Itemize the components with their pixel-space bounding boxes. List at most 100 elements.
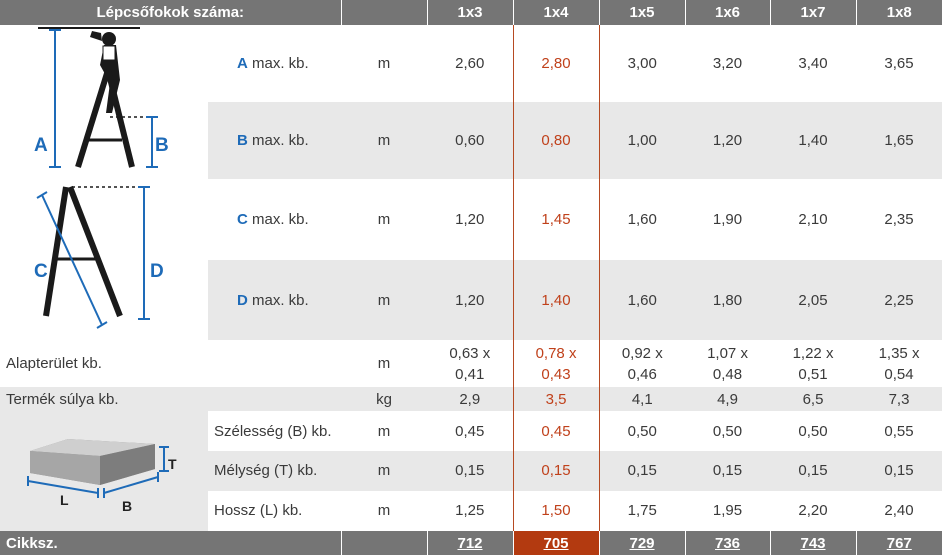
value-cell: 3,20 — [685, 25, 771, 102]
value-cell: 1,40 — [770, 102, 857, 179]
value-cell: 3,00 — [599, 25, 686, 102]
row-label: B max. kb. — [208, 102, 342, 179]
unit: m — [341, 102, 428, 179]
row-label: D max. kb. — [208, 260, 342, 340]
value-cell: 2,20 — [770, 490, 857, 531]
unit: m — [341, 25, 428, 102]
value-cell: 1,45 — [512, 179, 600, 260]
row-width: T L B Szélesség (B) kb. m 0,45 0,45 0,50… — [0, 411, 942, 531]
unit: m — [341, 451, 428, 491]
value-cell: 2,40 — [856, 490, 942, 531]
row-length: Hossz (L) kb. m 1,25 1,50 1,75 1,95 2,20… — [0, 490, 942, 531]
article-code-link[interactable]: 729 — [599, 531, 686, 555]
value-cell: 1,20 — [685, 102, 771, 179]
article-code-link[interactable]: 712 — [427, 531, 514, 555]
value-cell: 2,35 — [856, 179, 942, 260]
box-icon: T L B — [27, 439, 177, 514]
value-cell: 0,15 — [770, 451, 857, 491]
value-cell: 3,5 — [512, 387, 600, 411]
row-c: C D C max. kb. m 1,20 1,45 1,60 1,90 2,1… — [0, 179, 942, 340]
value-cell: 2,05 — [770, 260, 857, 340]
value-cell: 1,07 x 0,48 — [685, 340, 771, 387]
value-cell: 0,50 — [685, 411, 771, 452]
row-label: Mélység (T) kb. — [208, 451, 342, 491]
row-depth: Mélység (T) kb. m 0,15 0,15 0,15 0,15 0,… — [0, 451, 942, 491]
value-cell: 1,20 — [427, 179, 514, 260]
value-cell: 7,3 — [856, 387, 942, 411]
footer-row: Cikksz. 712 705 729 736 743 767 — [0, 531, 942, 555]
row-label: Termék súlya kb. — [0, 387, 342, 411]
article-number-label: Cikksz. — [0, 531, 342, 555]
value-cell: 1,95 — [685, 490, 771, 531]
value-cell: 1,35 x 0,54 — [856, 340, 942, 387]
row-label: Alapterület kb. — [0, 340, 342, 387]
label-a: A — [34, 135, 48, 156]
row-label: Szélesség (B) kb. — [208, 411, 342, 452]
row-a: A B A max. kb. m 2,60 2,80 3,00 3,20 — [0, 25, 942, 179]
article-code-link[interactable]: 736 — [685, 531, 771, 555]
unit: kg — [341, 387, 428, 411]
value-cell: 1,60 — [599, 179, 686, 260]
row-label: A max. kb. — [208, 25, 342, 102]
label-l: L — [60, 492, 69, 508]
value-cell: 1,60 — [599, 260, 686, 340]
row-b: B max. kb. m 0,60 0,80 1,00 1,20 1,40 1,… — [0, 102, 942, 179]
label-b: B — [155, 135, 169, 156]
value-cell: 2,9 — [427, 387, 514, 411]
value-cell: 1,25 — [427, 490, 514, 531]
unit: m — [341, 411, 428, 452]
value-cell: 0,50 — [770, 411, 857, 452]
value-cell: 0,80 — [512, 102, 600, 179]
col-header: 1x3 — [427, 0, 514, 25]
col-header: 1x8 — [856, 0, 942, 25]
value-cell: 1,75 — [599, 490, 686, 531]
value-cell: 2,60 — [427, 25, 514, 102]
value-cell: 0,45 — [512, 411, 600, 452]
value-cell: 0,15 — [512, 451, 600, 491]
value-cell: 6,5 — [770, 387, 857, 411]
value-cell: 2,25 — [856, 260, 942, 340]
label-box-b: B — [122, 498, 132, 514]
col-header: 1x6 — [685, 0, 771, 25]
value-cell: 1,90 — [685, 179, 771, 260]
value-cell: 1,80 — [685, 260, 771, 340]
value-cell: 0,63 x 0,41 — [427, 340, 514, 387]
value-cell: 0,50 — [599, 411, 686, 452]
row-label: C max. kb. — [208, 179, 342, 260]
unit: m — [341, 340, 428, 387]
row-area: Alapterület kb. m 0,63 x 0,41 0,78 x 0,43 … — [0, 340, 942, 387]
value-cell: 0,55 — [856, 411, 942, 452]
value-cell: 4,1 — [599, 387, 686, 411]
value-cell: 1,00 — [599, 102, 686, 179]
label-t: T — [168, 456, 177, 472]
value-cell: 0,15 — [599, 451, 686, 491]
value-cell: 2,80 — [512, 25, 600, 102]
header-row: Lépcsőfokok száma: 1x3 1x4 1x5 1x6 1x7 1… — [0, 0, 942, 25]
article-code-link[interactable]: 767 — [856, 531, 942, 555]
value-cell: 0,15 — [685, 451, 771, 491]
steps-title: Lépcsőfokok száma: — [0, 0, 342, 25]
article-code-link[interactable]: 743 — [770, 531, 857, 555]
ladder-closed-diagram: C D — [0, 179, 208, 340]
unit: m — [341, 179, 428, 260]
value-cell: 1,20 — [427, 260, 514, 340]
col-header: 1x4 — [513, 0, 600, 25]
value-cell: 2,10 — [770, 179, 857, 260]
value-cell: 1,40 — [512, 260, 600, 340]
article-code-link[interactable]: 705 — [513, 531, 600, 555]
package-diagram: T L B — [0, 411, 208, 531]
value-cell: 3,65 — [856, 25, 942, 102]
ladder-person-icon: A B — [34, 27, 169, 168]
value-cell: 3,40 — [770, 25, 857, 102]
ladder-open-diagram: A B — [0, 25, 208, 179]
value-cell: 0,92 x 0,46 — [599, 340, 686, 387]
value-cell: 0,60 — [427, 102, 514, 179]
row-d: D max. kb. m 1,20 1,40 1,60 1,80 2,05 2,… — [0, 260, 942, 340]
label-d: D — [150, 261, 164, 282]
ladder-folded-icon: C D — [34, 185, 164, 329]
value-cell: 1,50 — [512, 490, 600, 531]
unit: m — [341, 490, 428, 531]
row-label: Hossz (L) kb. — [208, 490, 342, 531]
col-header: 1x7 — [770, 0, 857, 25]
